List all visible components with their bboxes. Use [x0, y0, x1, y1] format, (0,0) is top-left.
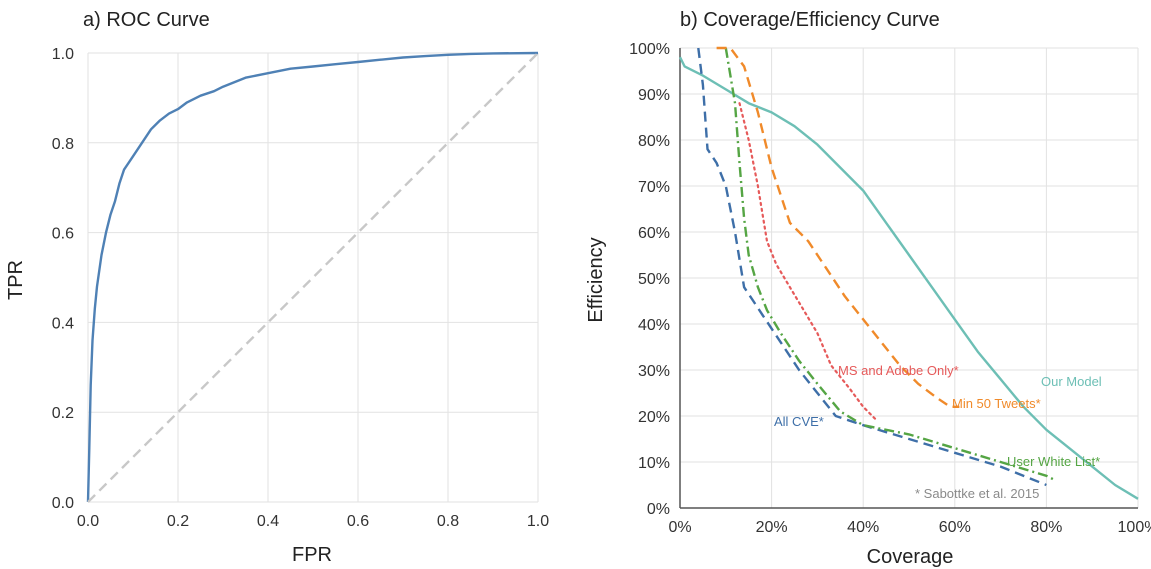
label-our-model: Our Model: [1041, 374, 1102, 389]
roc-series: [86, 51, 539, 503]
x-tick-label: 40%: [847, 519, 879, 536]
y-tick-label: 0.2: [52, 405, 74, 422]
y-tick-label: 0.0: [52, 495, 74, 512]
x-tick-label: 80%: [1030, 519, 1062, 536]
coverage-efficiency-y-axis-label: Efficiency: [585, 237, 607, 322]
x-tick-label: 0.6: [347, 513, 369, 530]
series-line-series-1: [87, 52, 539, 503]
coverage-efficiency-x-axis-label: Coverage: [867, 546, 954, 568]
y-tick-label: 70%: [638, 179, 670, 196]
series-line-all-cve: [697, 47, 1047, 487]
x-tick-label: 100%: [1118, 519, 1151, 536]
y-tick-label: 80%: [638, 133, 670, 150]
y-tick-label: 50%: [638, 271, 670, 288]
x-tick-label: 0.2: [167, 513, 189, 530]
series-line-our-model: [678, 56, 1139, 500]
roc-y-axis-label: TPR: [5, 260, 27, 300]
x-tick-label: 0.8: [437, 513, 459, 530]
y-tick-label: 60%: [638, 225, 670, 242]
y-tick-label: 0.6: [52, 226, 74, 243]
roc-x-ticks: 0.0 0.2 0.4 0.6 0.8 1.0: [77, 513, 549, 530]
coverage-efficiency-y-ticks: 0% 10% 20% 30% 40% 50% 60% 70% 80% 90% 100%: [629, 41, 670, 518]
roc-y-ticks: 0.0 0.2 0.4 0.6 0.8 1.0: [52, 46, 74, 512]
x-tick-label: 0.0: [77, 513, 99, 530]
x-tick-label: 60%: [939, 519, 971, 536]
roc-panel: a) ROC Curve 0.0 0.2 0.4 0.6 0.8 1.0 0.00.20.…: [5, 9, 549, 566]
series-line-ms-and-adobe-only: [738, 102, 879, 422]
series-line-min-50-tweets: [716, 46, 960, 408]
label-min-50-tweets: Min 50 Tweets*: [952, 396, 1041, 411]
roc-grid: [87, 52, 539, 503]
coverage-efficiency-title: b) Coverage/Efficiency Curve: [680, 9, 940, 31]
x-tick-label: 1.0: [527, 513, 549, 530]
label-all-cve: All CVE*: [774, 414, 824, 429]
y-tick-label: 100%: [629, 41, 670, 58]
y-tick-label: 90%: [638, 87, 670, 104]
y-tick-label: 40%: [638, 317, 670, 334]
x-tick-label: 0.4: [257, 513, 279, 530]
roc-title: a) ROC Curve: [83, 9, 210, 31]
coverage-efficiency-annotations: Our Model All CVE* User White List* MS a…: [774, 363, 1102, 501]
y-tick-label: 30%: [638, 363, 670, 380]
y-tick-label: 10%: [638, 455, 670, 472]
x-tick-label: 0%: [668, 519, 691, 536]
label-ms-adobe-only: MS and Adobe Only*: [838, 363, 959, 378]
y-tick-label: 0.8: [52, 136, 74, 153]
x-tick-label: 20%: [756, 519, 788, 536]
y-tick-label: 0%: [647, 501, 670, 518]
y-tick-label: 1.0: [52, 46, 74, 63]
series-line-user-white-list: [724, 47, 1057, 482]
coverage-efficiency-series: [678, 46, 1139, 500]
coverage-efficiency-panel: b) Coverage/Efficiency Curve 0% 20% 40% 60%…: [585, 9, 1151, 568]
label-user-white-list: User White List*: [1007, 454, 1100, 469]
series-line-series-0: [86, 51, 539, 503]
source-note: * Sabottke et al. 2015: [915, 486, 1039, 501]
y-tick-label: 20%: [638, 409, 670, 426]
coverage-efficiency-x-ticks: 0% 20% 40% 60% 80% 100%: [668, 519, 1151, 536]
coverage-efficiency-grid: [679, 47, 1139, 509]
y-tick-label: 0.4: [52, 315, 74, 332]
roc-x-axis-label: FPR: [292, 544, 332, 566]
